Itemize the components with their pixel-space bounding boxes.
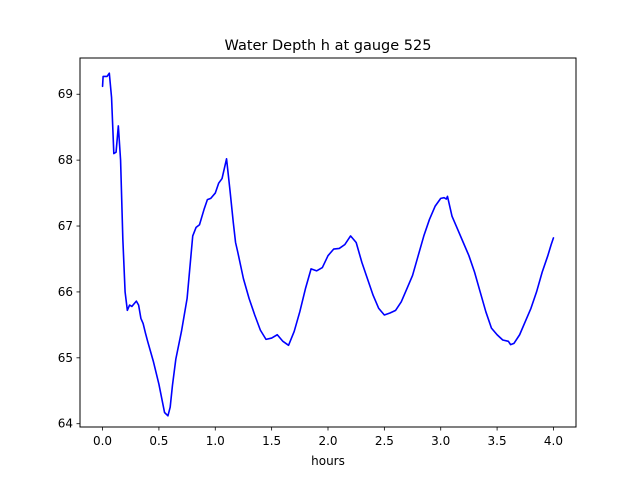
x-tick-label: 1.0 [206, 434, 225, 448]
chart-title: Water Depth h at gauge 525 [225, 38, 432, 54]
x-tick-label: 2.5 [375, 434, 394, 448]
x-tick-label: 2.0 [318, 434, 337, 448]
x-tick-label: 4.0 [544, 434, 563, 448]
y-tick-label: 67 [58, 219, 73, 233]
x-tick-label: 0.5 [149, 434, 168, 448]
x-tick-label: 3.5 [488, 434, 507, 448]
y-tick-label: 68 [58, 153, 73, 167]
y-axis-ticks: 64 65 66 67 68 69 [58, 87, 80, 431]
x-tick-label: 1.5 [262, 434, 281, 448]
plot-area [79, 57, 577, 428]
x-axis-ticks: 0.0 0.5 1.0 1.5 2.0 2.5 3.0 3.5 4.0 [93, 427, 563, 448]
x-tick-label: 0.0 [93, 434, 112, 448]
x-axis-label: hours [311, 454, 345, 468]
y-tick-label: 66 [58, 285, 73, 299]
y-tick-label: 65 [58, 351, 73, 365]
y-tick-label: 69 [58, 87, 73, 101]
y-tick-label: 64 [58, 417, 73, 431]
series-line [101, 72, 555, 417]
x-tick-label: 3.0 [431, 434, 450, 448]
